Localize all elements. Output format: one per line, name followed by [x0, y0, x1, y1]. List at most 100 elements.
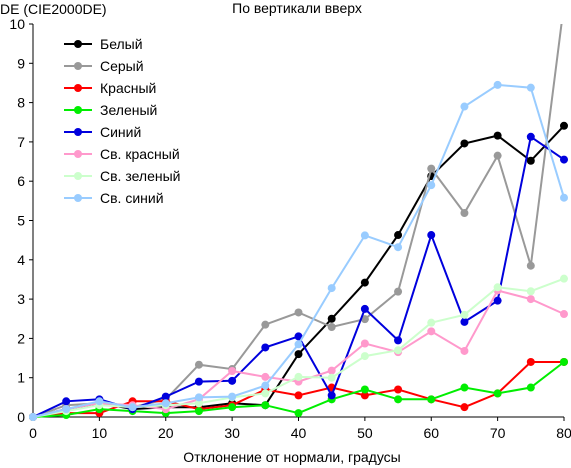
axes: 0 1 2 3 4 5 6 7 8 9 10 0 10 20 30 40 50 60 70 80 [9, 16, 571, 441]
y-tick-label: 1 [17, 370, 25, 386]
data-point [560, 155, 568, 164]
x-tick-label: 70 [490, 425, 506, 441]
y-tick-label: 9 [17, 55, 25, 71]
data-point [526, 287, 535, 296]
data-point [228, 376, 237, 385]
data-point [360, 391, 369, 400]
data-point [29, 413, 37, 421]
data-point [327, 314, 336, 323]
y-axis-label: DE (CIE2000DE) [0, 1, 107, 17]
data-point [62, 397, 71, 406]
data-point [560, 357, 568, 366]
data-point [493, 151, 502, 160]
data-point [261, 372, 270, 381]
data-point [493, 283, 502, 292]
legend-item: Синий [64, 124, 141, 140]
data-point [294, 308, 303, 317]
data-point [360, 231, 369, 240]
legend-swatch-marker [74, 172, 82, 180]
x-tick-label: 40 [291, 425, 307, 441]
data-point [261, 401, 270, 410]
y-tick-label: 4 [17, 252, 25, 268]
data-point [95, 397, 104, 406]
data-point [526, 261, 535, 270]
x-axis-label: Отклонение от нормали, градусы [183, 449, 400, 465]
data-point [194, 377, 203, 386]
data-point [427, 164, 436, 173]
data-point [128, 403, 137, 412]
y-tick-label: 7 [17, 134, 25, 150]
data-point [294, 340, 303, 349]
legend-swatch-marker [74, 106, 82, 114]
data-point [228, 392, 237, 401]
legend-label: Св. зеленый [100, 168, 180, 184]
data-point [294, 372, 303, 381]
data-point [394, 395, 403, 404]
legend-swatch-marker [74, 194, 82, 202]
x-tick-label: 60 [423, 425, 439, 441]
legend-swatch-marker [74, 150, 82, 158]
data-point [493, 131, 502, 140]
data-point [394, 385, 403, 394]
legend-label: Св. синий [100, 190, 164, 206]
legend-item: Св. красный [64, 146, 180, 162]
data-point [294, 391, 303, 400]
y-tick-label: 8 [17, 95, 25, 111]
data-point [460, 383, 469, 392]
data-point [194, 399, 203, 408]
data-point [261, 389, 270, 398]
data-point [161, 392, 170, 401]
legend-item: Св. синий [64, 190, 164, 206]
data-point [427, 231, 436, 240]
x-tick-label: 0 [29, 425, 37, 441]
legend-item: Серый [64, 58, 144, 74]
series-layer [29, 24, 568, 421]
series-line [32, 361, 564, 418]
data-point [360, 315, 369, 324]
legend-label: Зеленый [100, 102, 157, 118]
data-point [526, 357, 535, 366]
data-point [228, 367, 237, 376]
series-8 [29, 80, 568, 421]
data-point [394, 287, 403, 296]
data-point [62, 405, 71, 414]
data-point [261, 343, 270, 352]
legend-swatch-marker [74, 40, 82, 48]
data-point [194, 407, 203, 416]
data-point [394, 231, 403, 240]
y-tick-label: 5 [17, 213, 25, 229]
series-4 [29, 357, 568, 421]
x-tick-label: 30 [224, 425, 240, 441]
legend-label: Серый [100, 58, 144, 74]
data-point [161, 399, 170, 408]
data-point [427, 318, 436, 327]
data-point [394, 346, 403, 355]
data-point [427, 327, 436, 336]
data-point [427, 181, 436, 190]
legend: Белый Серый Красный Зеленый Синий Св. красный… [64, 36, 180, 206]
data-point [261, 381, 270, 390]
data-point [560, 121, 568, 130]
chart-title: По вертикали вверх [232, 0, 362, 16]
data-point [394, 243, 403, 252]
data-point [360, 304, 369, 313]
data-point [493, 296, 502, 305]
data-point [261, 320, 270, 329]
data-point [360, 339, 369, 348]
x-tick-label: 20 [158, 425, 174, 441]
data-point [460, 346, 469, 355]
data-point [294, 350, 303, 359]
data-point [560, 274, 568, 283]
data-point [493, 389, 502, 398]
data-point [460, 403, 469, 412]
data-point [460, 209, 469, 218]
data-point [526, 295, 535, 304]
data-point [493, 80, 502, 89]
data-point [294, 332, 303, 341]
data-point [327, 391, 336, 400]
data-point [327, 323, 336, 332]
y-tick-label: 0 [17, 409, 25, 425]
data-point [460, 317, 469, 326]
legend-item: Белый [64, 36, 143, 52]
